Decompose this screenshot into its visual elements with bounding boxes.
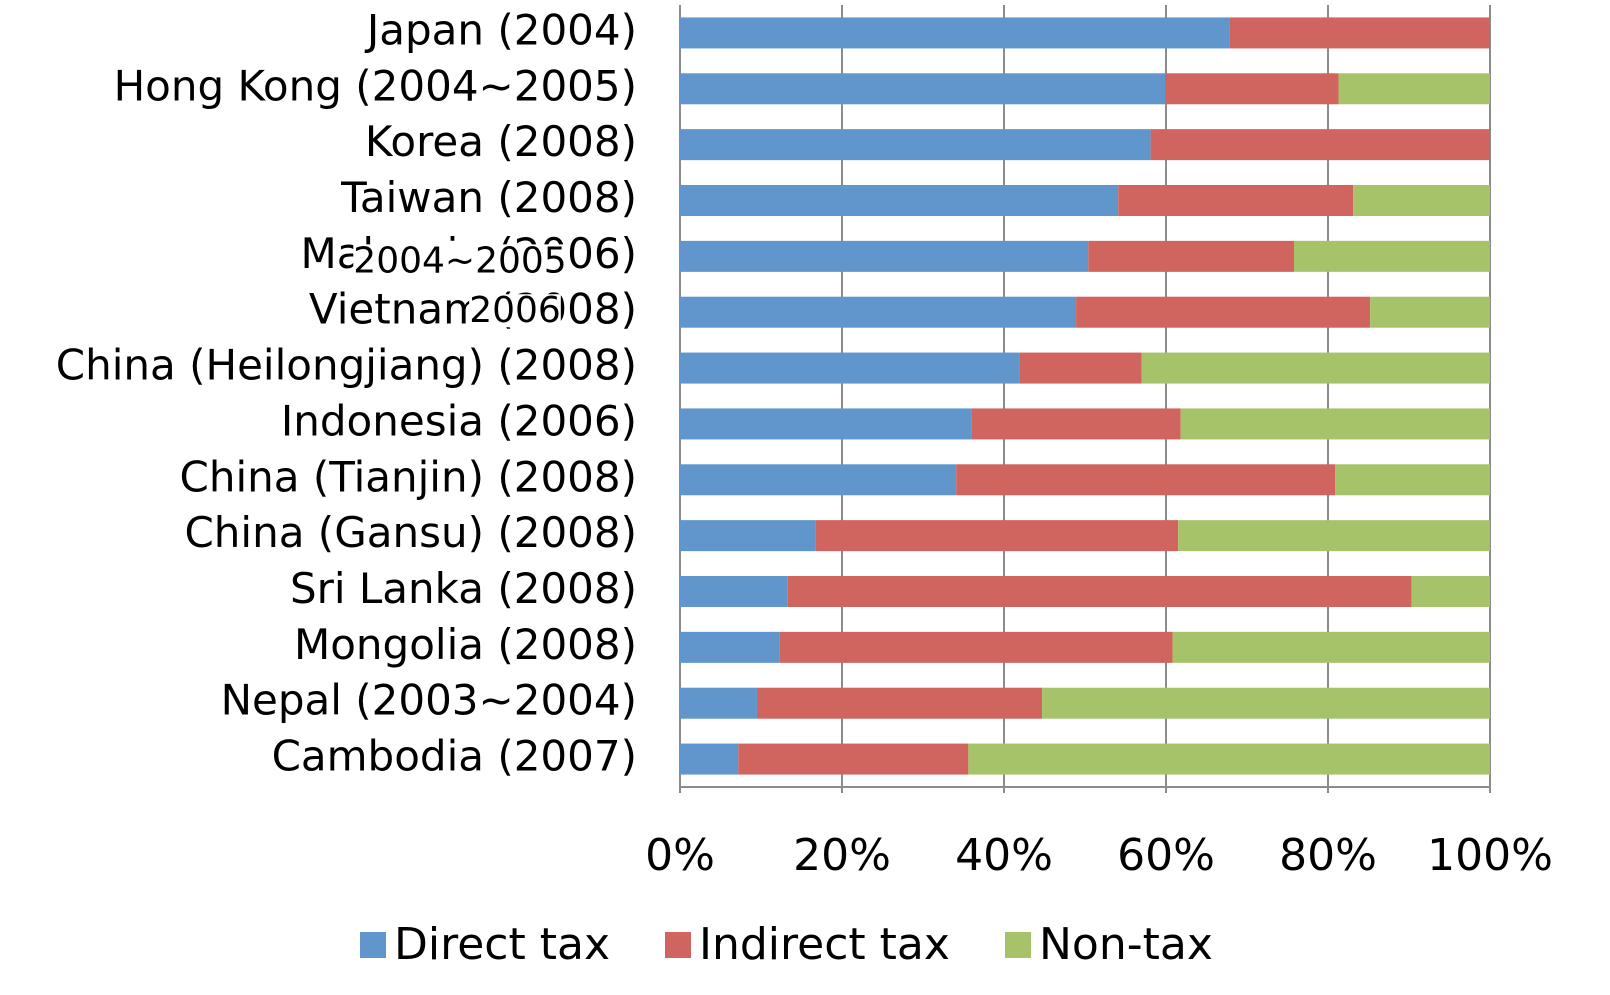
bar-segment xyxy=(1370,296,1490,328)
legend-swatch xyxy=(360,932,386,958)
bar-segment xyxy=(1229,17,1490,49)
y-tick-label: Taiwan (2008) xyxy=(340,173,637,222)
bar-segment xyxy=(680,17,1230,49)
bar-segment xyxy=(1019,352,1142,384)
bar-segment xyxy=(779,631,1173,663)
legend-swatch xyxy=(665,932,691,958)
y-tick-label: Nepal (2003~2004) xyxy=(221,676,637,725)
bar-segment xyxy=(680,687,757,719)
bar-segment xyxy=(680,73,1166,105)
y-tick-label: Indonesia (2006) xyxy=(281,396,637,445)
legend-label: Non-tax xyxy=(1039,919,1213,970)
x-tick-label: 60% xyxy=(1117,830,1215,881)
bar-segment xyxy=(1178,520,1490,552)
y-tick-label: Hong Kong (2004~2005) xyxy=(114,61,637,110)
x-tick-label: 0% xyxy=(645,830,715,881)
bar-segment xyxy=(680,296,1077,328)
bar-segment xyxy=(680,520,816,552)
bar-segment xyxy=(756,687,1043,719)
bar-segment xyxy=(1338,73,1490,105)
bar-segment xyxy=(1293,240,1490,272)
annotation: 2004~2005 xyxy=(353,240,566,281)
bar-segment xyxy=(1042,687,1490,719)
y-tick-label: China (Tianjin) (2008) xyxy=(180,452,637,501)
bar-segment xyxy=(971,408,1181,440)
y-tick-label: Korea (2008) xyxy=(365,117,637,166)
bar-segment xyxy=(680,408,972,440)
bar-segment xyxy=(1141,352,1490,384)
bar-segment xyxy=(1165,73,1339,105)
y-tick-label: Mongolia (2008) xyxy=(294,620,637,669)
bar-segment xyxy=(680,185,1119,216)
y-tick-label: Sri Lanka (2008) xyxy=(290,564,637,613)
bar-segment xyxy=(1150,129,1490,161)
x-tick-label: 40% xyxy=(955,830,1053,881)
annotation-bg xyxy=(469,294,561,328)
bar-segment xyxy=(968,743,1490,775)
bar-segment xyxy=(1088,240,1294,272)
bar-segment xyxy=(815,520,1179,552)
y-tick-label: China (Heilongjiang) (2008) xyxy=(56,341,637,390)
bar-segment xyxy=(680,352,1020,384)
bar-segment xyxy=(787,576,1412,607)
bar-segment xyxy=(680,240,1089,272)
bar-segment xyxy=(1118,185,1354,216)
annotation-bg xyxy=(353,244,567,278)
bar-segment xyxy=(680,631,780,663)
bar-segment xyxy=(1353,185,1490,216)
bar-segment xyxy=(680,464,957,496)
legend-label: Direct tax xyxy=(394,919,610,970)
legend-label: Indirect tax xyxy=(699,919,950,970)
annotation: 2006 xyxy=(469,290,561,331)
bar-segment xyxy=(1076,296,1371,328)
y-tick-label: Cambodia (2007) xyxy=(272,732,637,781)
bar-segment xyxy=(1180,408,1490,440)
x-tick-label: 80% xyxy=(1279,830,1377,881)
bar-segment xyxy=(1172,631,1490,663)
bar-segment xyxy=(680,743,739,775)
bar-segment xyxy=(1411,576,1490,607)
bar-segment xyxy=(680,129,1151,161)
y-tick-label: China (Gansu) (2008) xyxy=(184,508,637,557)
bar-segment xyxy=(956,464,1336,496)
legend-swatch xyxy=(1005,932,1031,958)
bar-segment xyxy=(680,576,788,607)
x-tick-label: 100% xyxy=(1427,830,1553,881)
bar-segment xyxy=(1335,464,1490,496)
y-tick-label: Japan (2004) xyxy=(364,5,637,54)
bar-segment xyxy=(738,743,969,775)
x-tick-label: 20% xyxy=(793,830,891,881)
